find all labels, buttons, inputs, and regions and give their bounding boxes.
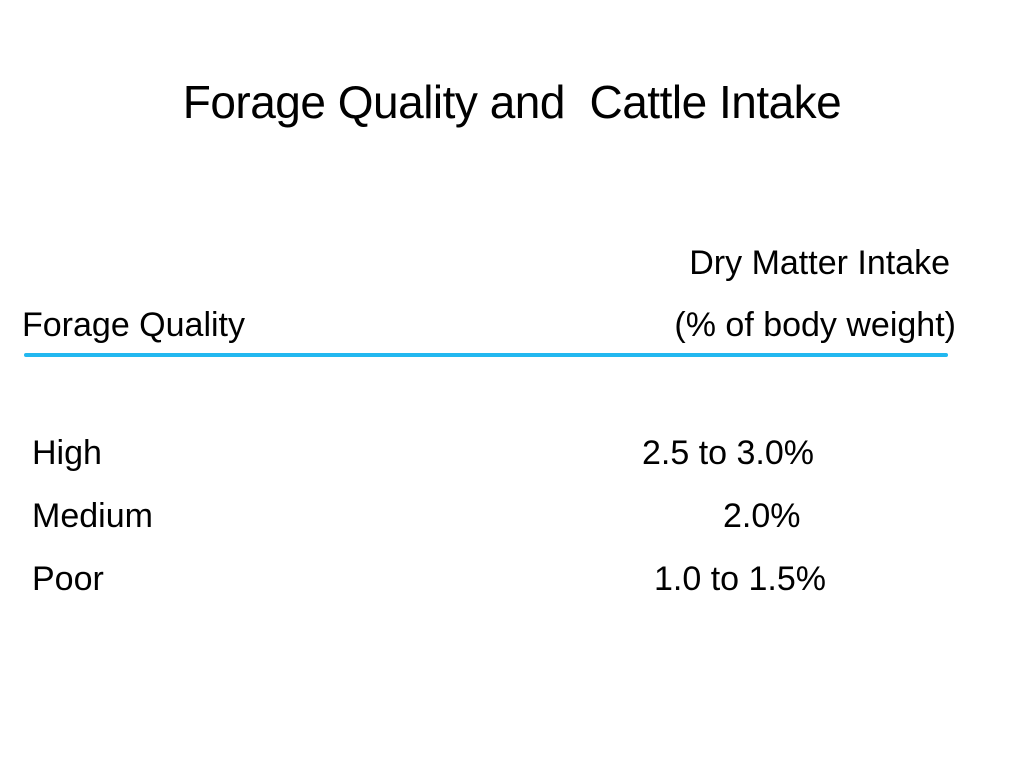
column-header-intake: Dry Matter Intake: [689, 244, 950, 282]
row-quality-high: High: [32, 434, 102, 472]
slide-title: Forage Quality and Cattle Intake: [182, 76, 842, 128]
row-quality-poor: Poor: [32, 560, 104, 598]
row-intake-poor: 1.0 to 1.5%: [654, 560, 827, 598]
row-intake-medium: 2.0%: [723, 497, 801, 535]
column-header-quality: Forage Quality: [22, 306, 245, 344]
column-header-intake-unit: (% of body weight): [674, 306, 956, 344]
header-divider: [24, 353, 948, 357]
row-quality-medium: Medium: [32, 497, 153, 535]
row-intake-high: 2.5 to 3.0%: [642, 434, 815, 472]
